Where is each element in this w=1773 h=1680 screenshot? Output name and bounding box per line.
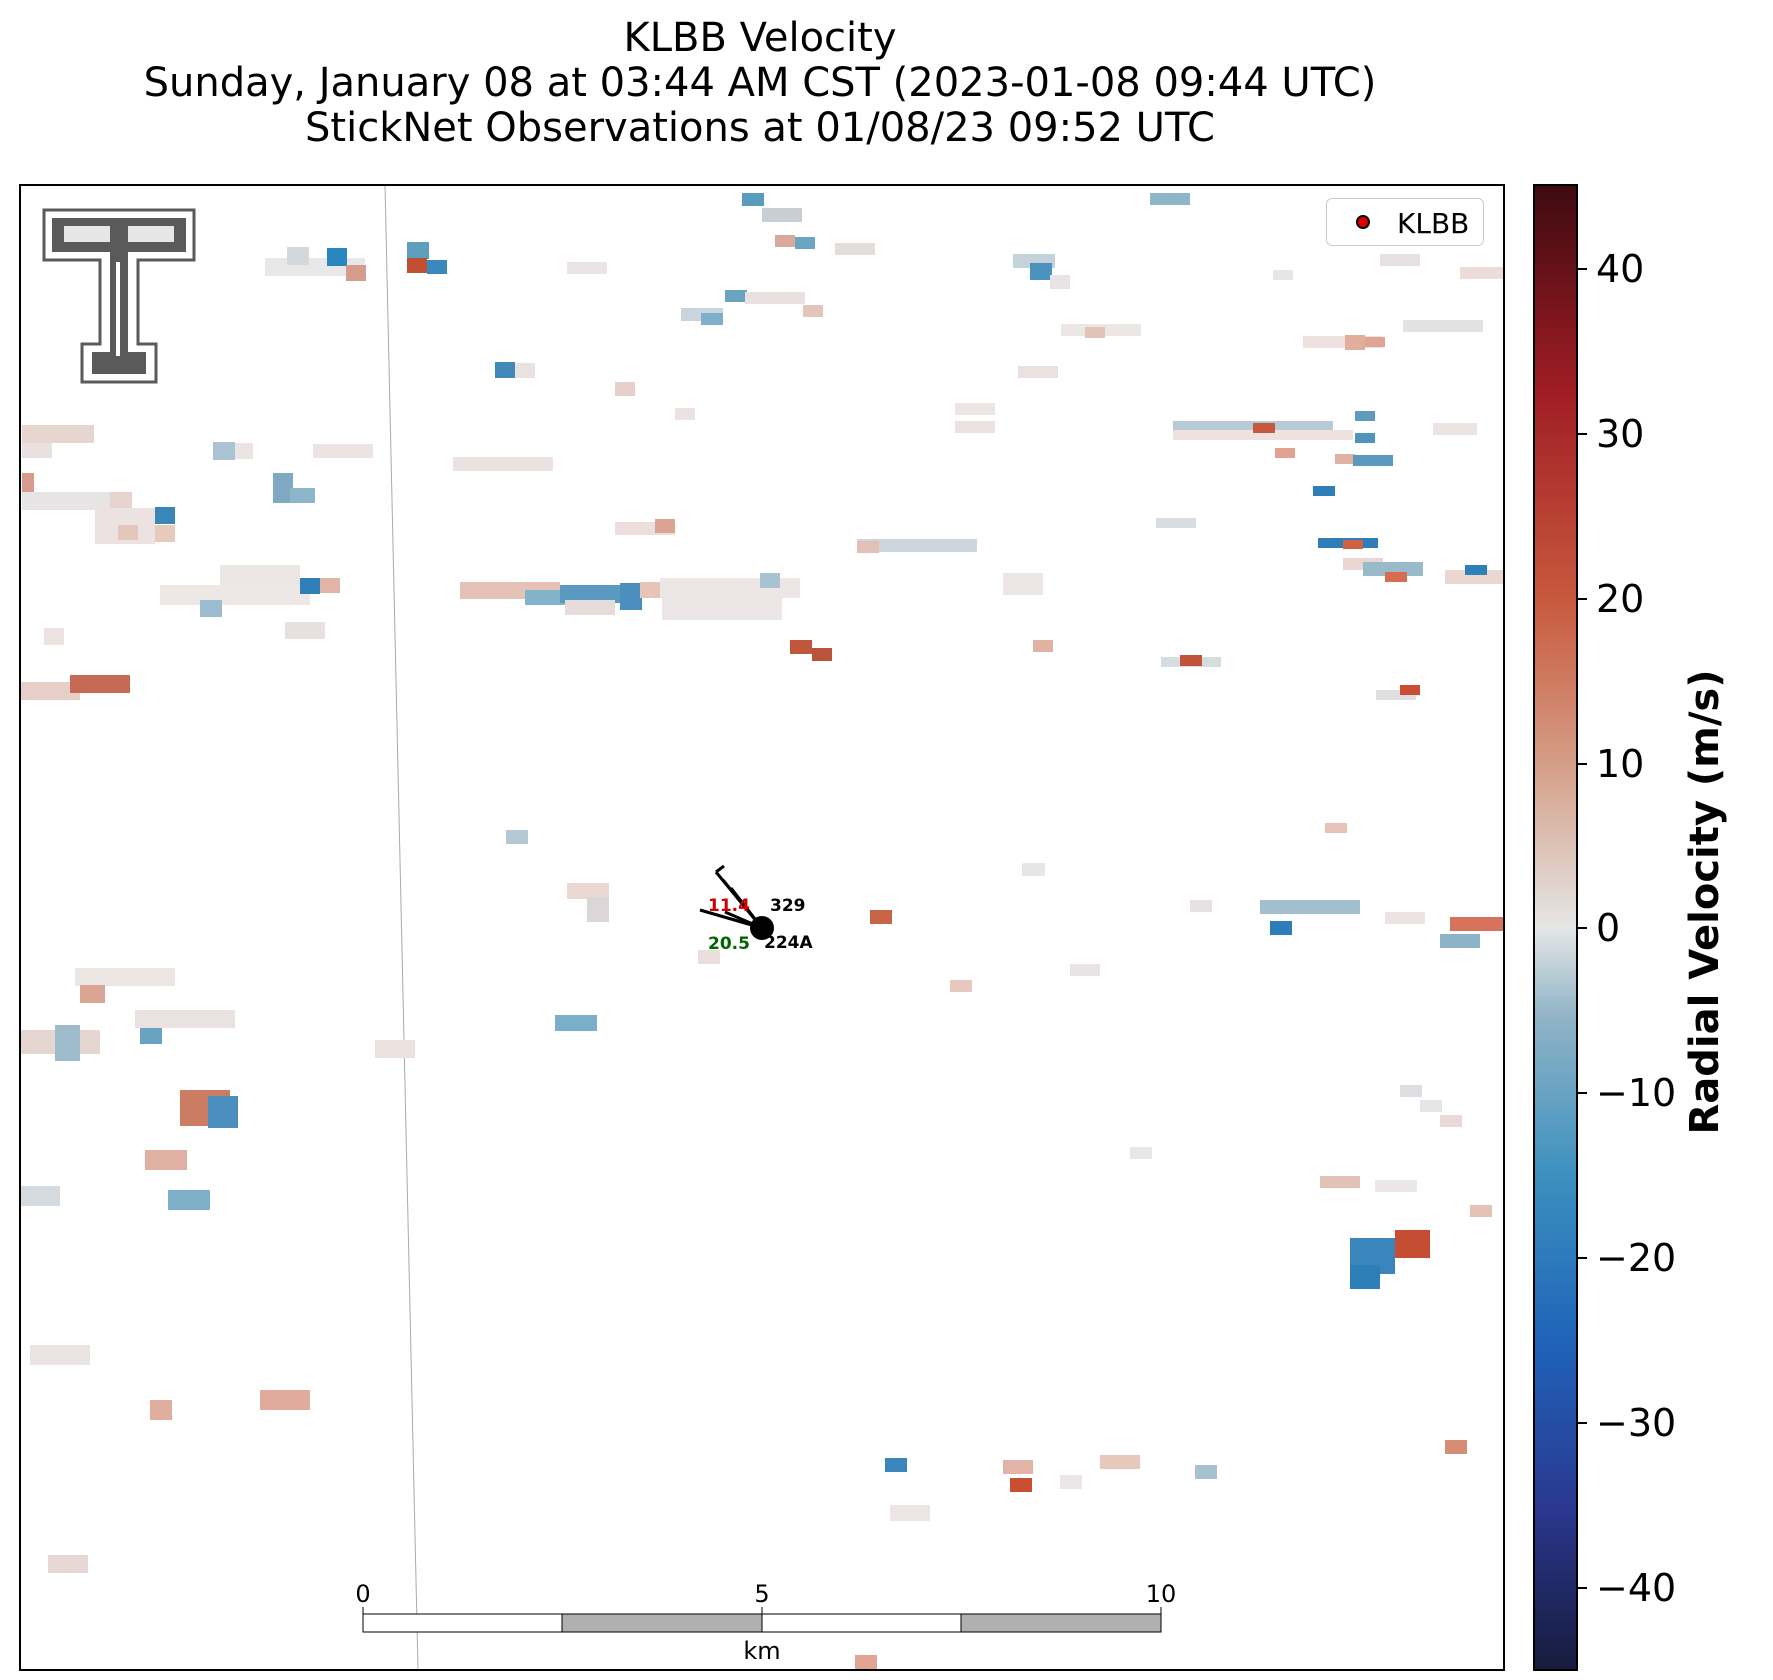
radar-site-marker-icon bbox=[1356, 215, 1370, 229]
velocity-gates bbox=[20, 193, 1504, 1669]
colorbar-tick-label: 30 bbox=[1596, 412, 1645, 456]
station-id: 224A bbox=[764, 933, 813, 953]
scalebar-tick-label: 0 bbox=[355, 1580, 371, 1608]
station-id: 329 bbox=[770, 896, 806, 916]
scalebar-segment bbox=[761, 1613, 962, 1633]
colorbar-tick-label: 40 bbox=[1596, 247, 1645, 291]
colorbar-tick-label: −10 bbox=[1596, 1071, 1677, 1115]
scalebar-unit: km bbox=[743, 1637, 781, 1665]
sticknet-station-plot bbox=[699, 864, 774, 940]
map-legend: KLBB bbox=[1326, 198, 1484, 246]
scalebar bbox=[362, 1607, 1162, 1633]
colorbar-tick-label: −30 bbox=[1596, 1401, 1677, 1445]
colorbar bbox=[1533, 184, 1587, 1671]
colorbar-title: Radial Velocity (m/s) bbox=[1682, 669, 1728, 1135]
legend-label: KLBB bbox=[1397, 207, 1470, 240]
colorbar-tick-label: 20 bbox=[1596, 577, 1645, 621]
chart-subtitle-time: Sunday, January 08 at 03:44 AM CST (2023… bbox=[143, 60, 1377, 106]
texas-tech-logo-icon bbox=[40, 206, 200, 390]
scalebar-segment bbox=[362, 1613, 563, 1633]
station-marker bbox=[750, 916, 774, 940]
scalebar-segment bbox=[561, 1613, 763, 1633]
station-dewpoint: 20.5 bbox=[708, 934, 750, 954]
colorbar-gradient bbox=[1533, 184, 1578, 1671]
colorbar-tick-label: −40 bbox=[1596, 1566, 1677, 1610]
colorbar-tick-label: −20 bbox=[1596, 1236, 1677, 1280]
chart-title: KLBB Velocity bbox=[623, 15, 897, 61]
scalebar-segment bbox=[960, 1613, 1162, 1633]
station-temperature: 11.4 bbox=[708, 896, 750, 916]
chart-subtitle-observations: StickNet Observations at 01/08/23 09:52 … bbox=[305, 105, 1215, 151]
radar-velocity-field bbox=[20, 185, 1504, 1670]
scalebar-tick-label: 10 bbox=[1145, 1580, 1177, 1608]
county-boundary-line bbox=[384, 185, 419, 1670]
colorbar-tick-label: 0 bbox=[1596, 906, 1621, 950]
colorbar-tick-label: 10 bbox=[1596, 742, 1645, 786]
map-frame bbox=[19, 184, 1505, 1671]
scalebar-tick-label: 5 bbox=[754, 1580, 770, 1608]
